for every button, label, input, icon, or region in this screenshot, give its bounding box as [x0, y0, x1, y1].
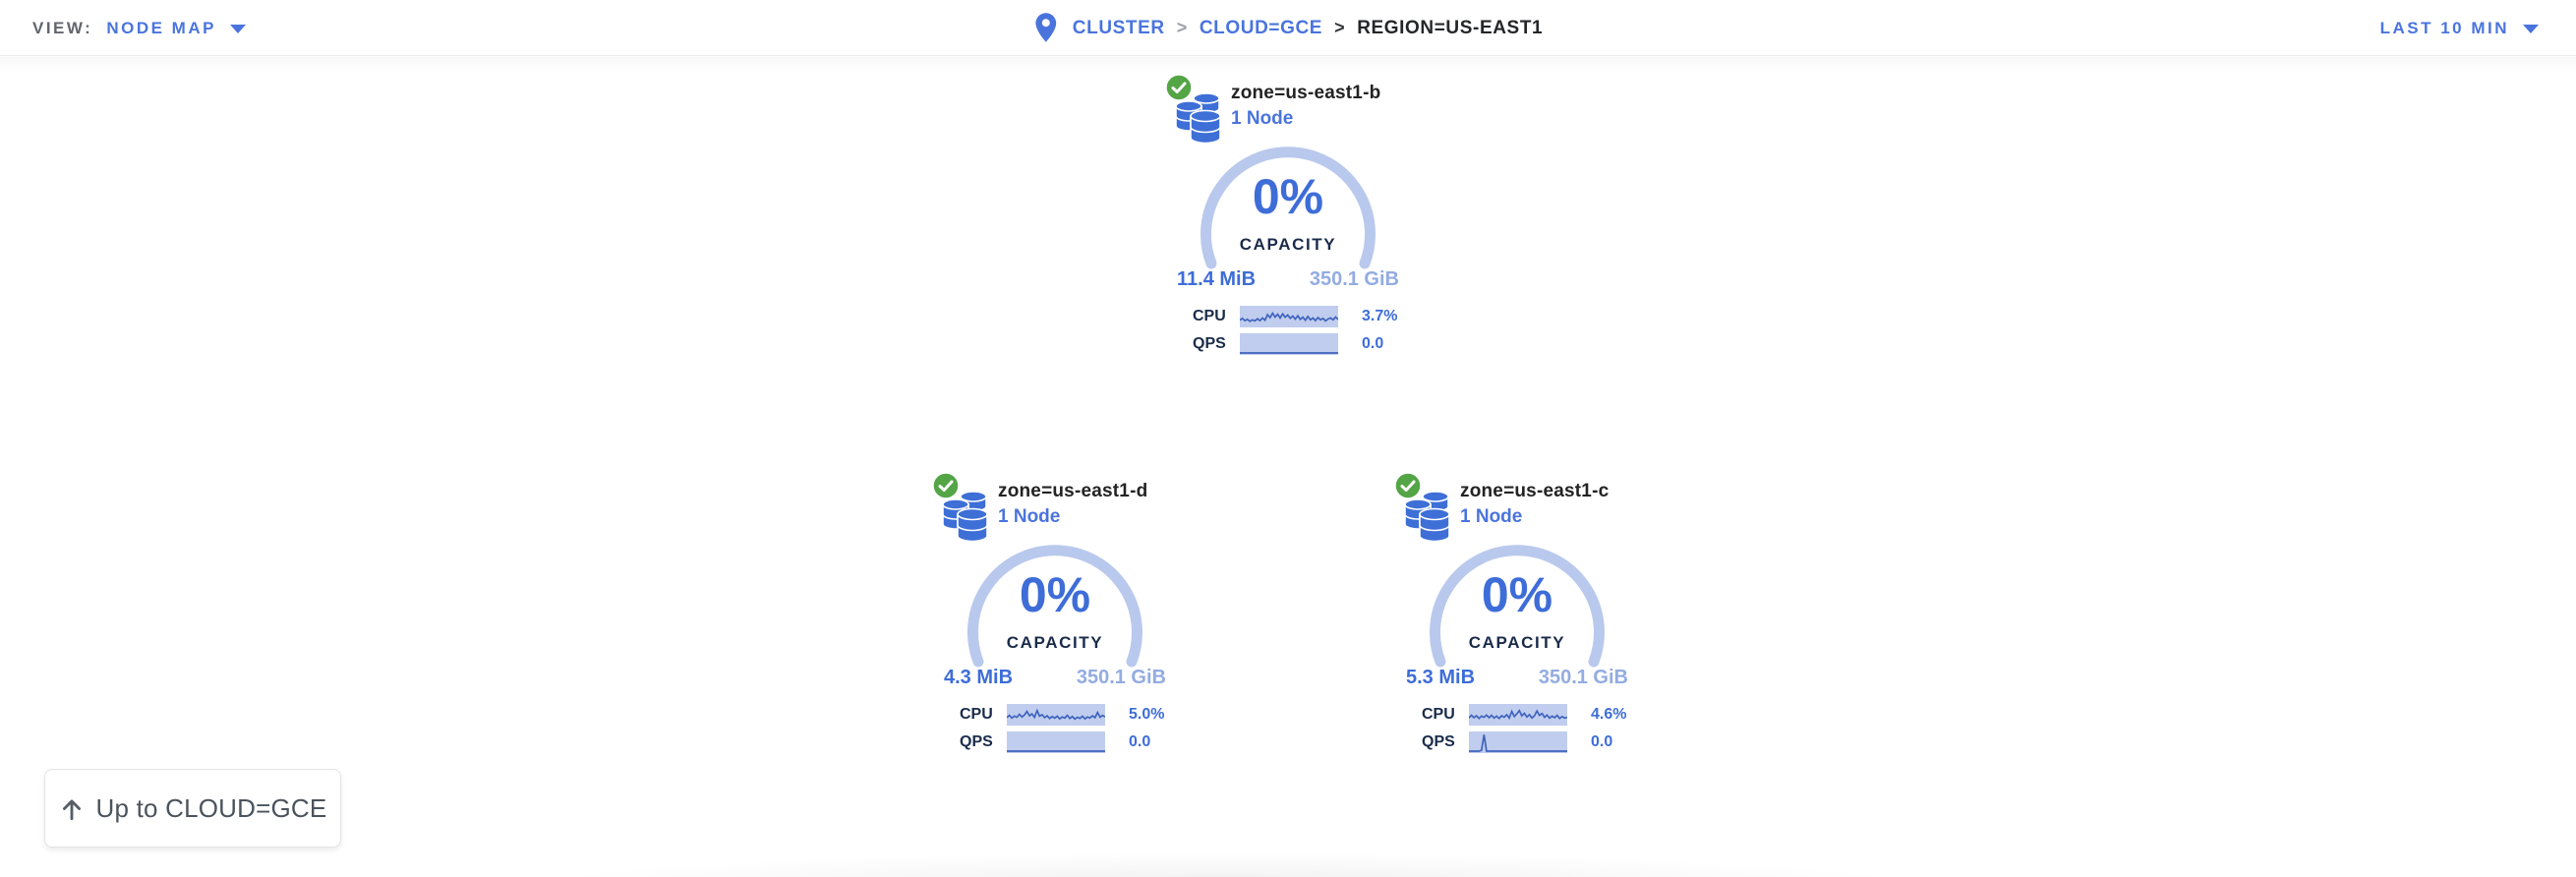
capacity-gauge: 0% CAPACITY — [1200, 146, 1376, 274]
zone-title: zone=us-east1-c — [1460, 481, 1610, 501]
view-label: VIEW: — [32, 18, 93, 37]
capacity-gauge-arc — [967, 545, 1142, 668]
zone-card-us-east1-b[interactable]: zone=us-east1-b 1 Node 0% CAPACITY 11.4 … — [1162, 71, 1414, 372]
up-to-cloud-gce-button[interactable]: Up to CLOUD=GCE — [44, 769, 341, 848]
healthy-check-icon — [1393, 471, 1423, 500]
capacity-values-row: 11.4 MiB 350.1 GiB — [1162, 268, 1414, 291]
qps-stat-row: QPS 0.0 — [1193, 332, 1414, 356]
breadcrumb-separator: > — [1176, 18, 1188, 37]
chevron-down-icon — [229, 25, 246, 33]
database-stack-icon — [1175, 92, 1221, 144]
capacity-gauge-arc — [1200, 146, 1376, 269]
capacity-values-row: 4.3 MiB 350.1 GiB — [929, 667, 1181, 689]
database-stack-icon — [942, 491, 988, 542]
qps-value: 0.0 — [1591, 733, 1613, 750]
map-bottom-shadow — [295, 849, 2153, 877]
healthy-check-icon — [1164, 73, 1194, 102]
capacity-percent: 0% — [1019, 567, 1091, 622]
zone-node-count: 1 Node — [998, 506, 1061, 527]
time-range-value: LAST 10 MIN — [2379, 18, 2509, 37]
cpu-value: 4.6% — [1591, 706, 1627, 723]
capacity-percent: 0% — [1252, 169, 1324, 224]
capacity-label: CAPACITY — [1006, 633, 1104, 652]
breadcrumb-current-region: REGION=US-EAST1 — [1357, 17, 1544, 38]
qps-label: QPS — [1193, 335, 1226, 352]
node-map-canvas: zone=us-east1-b 1 Node 0% CAPACITY 11.4 … — [0, 57, 2576, 877]
up-button-label: Up to CLOUD=GCE — [95, 792, 327, 823]
used-capacity-value: 5.3 MiB — [1406, 667, 1476, 688]
qps-sparkline — [1007, 731, 1105, 753]
capacity-percent: 0% — [1481, 567, 1553, 622]
zone-node-count: 1 Node — [1231, 108, 1294, 129]
qps-value: 0.0 — [1129, 733, 1151, 750]
arrow-up-icon — [62, 799, 81, 821]
qps-sparkline — [1469, 731, 1567, 753]
time-range-dropdown[interactable]: LAST 10 MIN — [2380, 0, 2539, 56]
breadcrumb-cloud-gce-link[interactable]: CLOUD=GCE — [1199, 17, 1323, 38]
breadcrumb: CLUSTER > CLOUD=GCE > REGION=US-EAST1 — [1033, 0, 1543, 56]
zone-node-count: 1 Node — [1460, 506, 1523, 527]
view-selector-dropdown[interactable]: VIEW: NODE MAP — [32, 0, 246, 56]
healthy-check-icon — [931, 471, 961, 500]
capacity-gauge: 0% CAPACITY — [967, 545, 1142, 672]
qps-label: QPS — [1422, 733, 1455, 750]
cpu-label: CPU — [960, 706, 993, 723]
chevron-down-icon — [2523, 25, 2539, 33]
capacity-gauge-arc — [1430, 545, 1605, 668]
qps-value: 0.0 — [1362, 335, 1384, 352]
capacity-label: CAPACITY — [1239, 235, 1337, 254]
cpu-label: CPU — [1422, 706, 1455, 723]
used-capacity-value: 4.3 MiB — [944, 667, 1014, 688]
cpu-sparkline — [1469, 704, 1567, 726]
cpu-stat-row: CPU 4.6% — [1422, 703, 1643, 727]
zone-title: zone=us-east1-b — [1231, 83, 1381, 103]
cpu-sparkline — [1240, 306, 1338, 327]
database-stack-icon — [1404, 491, 1450, 542]
cpu-sparkline — [1007, 704, 1105, 726]
qps-stat-row: QPS 0.0 — [1422, 731, 1643, 754]
capacity-gauge: 0% CAPACITY — [1430, 545, 1605, 672]
cpu-value: 3.7% — [1362, 308, 1398, 324]
zone-card-us-east1-d[interactable]: zone=us-east1-d 1 Node 0% CAPACITY 4.3 M… — [929, 469, 1181, 770]
qps-label: QPS — [960, 733, 993, 750]
cpu-stat-row: CPU 3.7% — [1193, 305, 1414, 328]
zone-title: zone=us-east1-d — [998, 481, 1148, 501]
cpu-label: CPU — [1193, 308, 1226, 324]
total-capacity-value: 350.1 GiB — [1076, 667, 1166, 688]
capacity-values-row: 5.3 MiB 350.1 GiB — [1391, 667, 1643, 689]
total-capacity-value: 350.1 GiB — [1538, 667, 1628, 688]
breadcrumb-cluster-link[interactable]: CLUSTER — [1072, 17, 1165, 38]
capacity-label: CAPACITY — [1468, 633, 1566, 652]
zone-card-us-east1-c[interactable]: zone=us-east1-c 1 Node 0% CAPACITY 5.3 M… — [1391, 469, 1643, 770]
cpu-value: 5.0% — [1129, 706, 1165, 723]
qps-sparkline — [1240, 333, 1338, 355]
map-pin-icon — [1035, 12, 1057, 42]
cpu-stat-row: CPU 5.0% — [960, 703, 1181, 727]
top-header-bar: VIEW: NODE MAP CLUSTER > CLOUD=GCE > REG… — [0, 0, 2576, 56]
view-selected-value: NODE MAP — [106, 18, 216, 37]
breadcrumb-separator: > — [1334, 18, 1346, 37]
used-capacity-value: 11.4 MiB — [1177, 268, 1257, 290]
qps-stat-row: QPS 0.0 — [960, 731, 1181, 754]
total-capacity-value: 350.1 GiB — [1309, 268, 1399, 290]
